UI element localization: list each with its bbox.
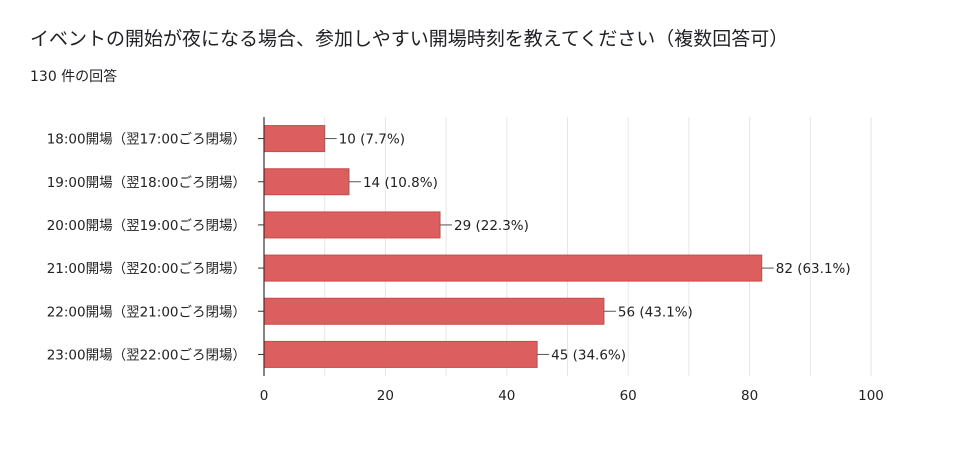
axes bbox=[258, 117, 265, 376]
data-label: 29 (22.3%) bbox=[454, 218, 529, 234]
x-tick-label: 80 bbox=[741, 388, 758, 404]
bars bbox=[263, 125, 763, 368]
category-label: 22:00開場（翌21:00ごろ閉場） bbox=[47, 304, 246, 320]
data-label: 82 (63.1%) bbox=[776, 261, 851, 277]
category-label: 20:00開場（翌19:00ごろ閉場） bbox=[47, 218, 246, 234]
category-label: 18:00開場（翌17:00ごろ閉場） bbox=[47, 132, 246, 148]
x-tick-label: 40 bbox=[498, 388, 515, 404]
question-title: イベントの開始が夜になる場合、参加しやすい開場時刻を教えてください（複数回答可） bbox=[30, 28, 789, 50]
bar bbox=[263, 297, 605, 325]
bar bbox=[263, 254, 763, 282]
data-label: 10 (7.7%) bbox=[339, 132, 405, 148]
labels: 10 (7.7%) 18:00開場（翌17:00ごろ閉場） 14 (10.8%) 19… bbox=[47, 132, 884, 404]
gridlines bbox=[324, 117, 872, 376]
bar bbox=[263, 340, 538, 368]
category-label: 19:00開場（翌18:00ごろ閉場） bbox=[47, 175, 246, 191]
x-tick-label: 100 bbox=[858, 388, 884, 404]
x-tick-label: 0 bbox=[260, 388, 269, 404]
bar bbox=[263, 211, 441, 239]
data-label: 45 (34.6%) bbox=[551, 347, 626, 363]
data-label: 56 (43.1%) bbox=[618, 304, 693, 320]
category-label: 21:00開場（翌20:00ごろ閉場） bbox=[47, 261, 246, 277]
x-tick-label: 20 bbox=[377, 388, 394, 404]
bar bbox=[263, 125, 326, 153]
bar bbox=[263, 168, 350, 196]
data-label: 14 (10.8%) bbox=[363, 175, 438, 191]
x-tick-label: 60 bbox=[620, 388, 637, 404]
category-label: 23:00開場（翌22:00ごろ閉場） bbox=[47, 347, 246, 363]
response-count: 130 件の回答 bbox=[30, 69, 118, 85]
